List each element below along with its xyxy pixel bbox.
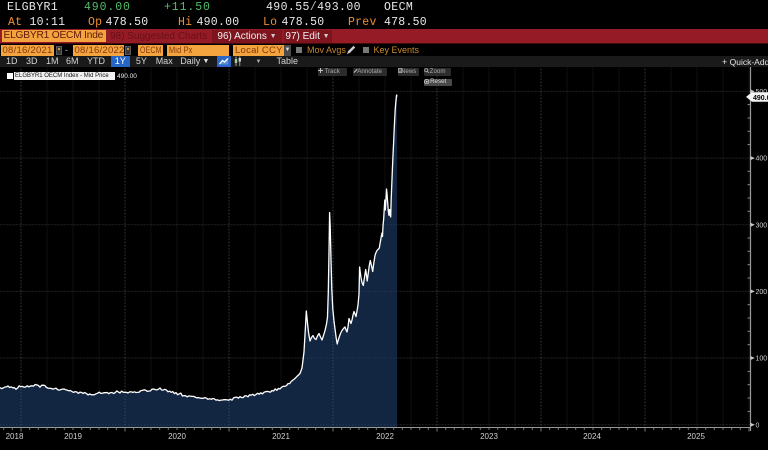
svg-text:400: 400 [756,156,768,163]
svg-text:100: 100 [756,356,768,363]
svg-text:490.00: 490.00 [753,95,768,102]
svg-text:2021: 2021 [272,432,290,441]
svg-text:2019: 2019 [64,432,82,441]
svg-text:2022: 2022 [376,432,394,441]
svg-text:200: 200 [756,289,768,296]
svg-text:2023: 2023 [480,432,498,441]
svg-text:2018: 2018 [6,432,24,441]
svg-text:0: 0 [756,422,760,429]
svg-text:2025: 2025 [687,432,705,441]
svg-text:300: 300 [756,222,768,229]
svg-text:2020: 2020 [168,432,186,441]
svg-text:2024: 2024 [583,432,601,441]
